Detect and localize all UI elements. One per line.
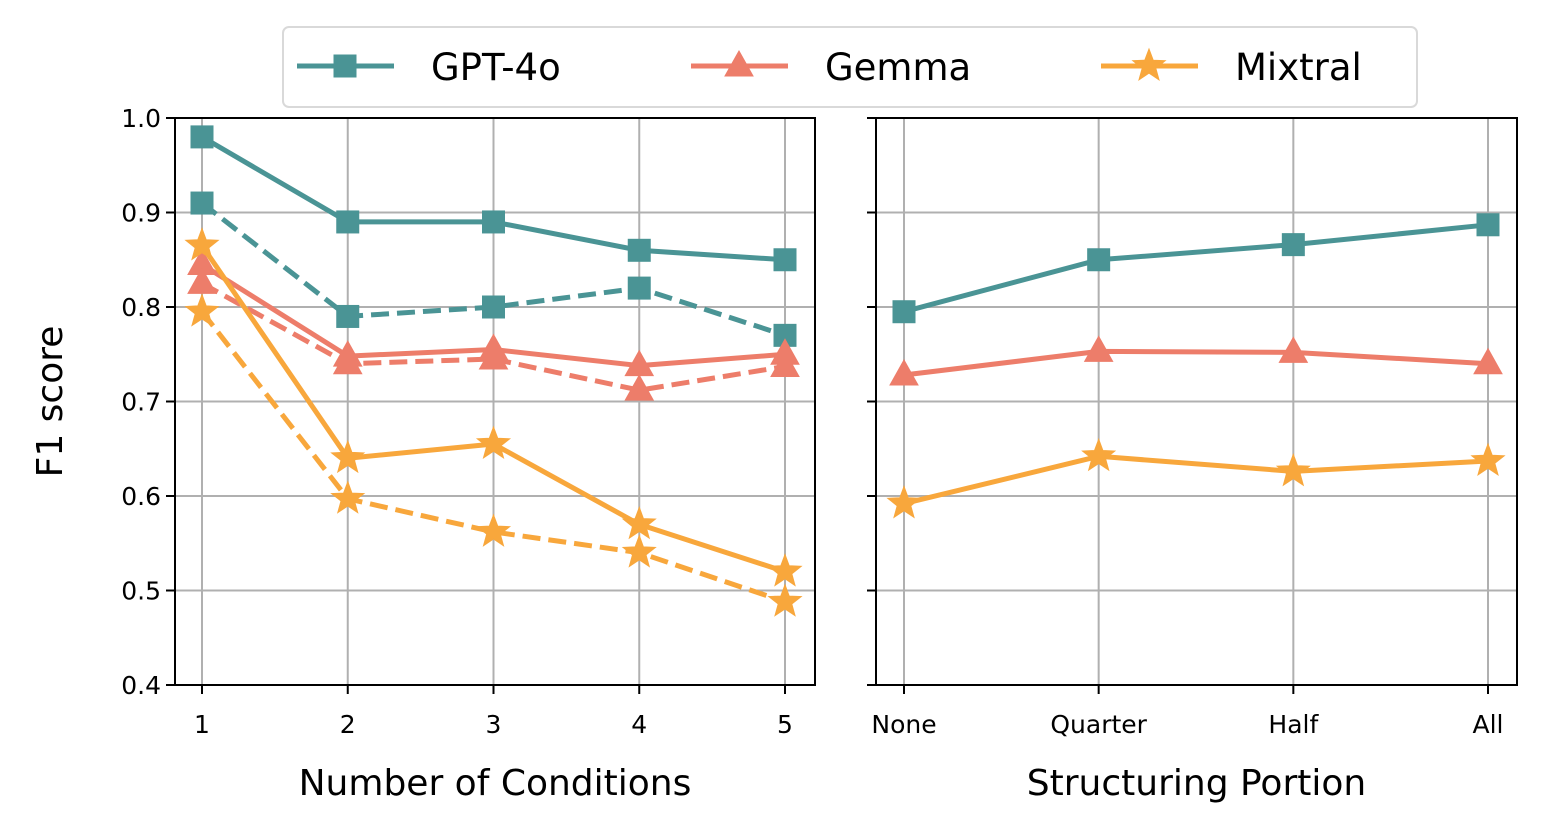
data-point-mixtral: [475, 425, 512, 459]
data-point-gpt-4o: [627, 276, 651, 300]
legend-label-mixtral: Mixtral: [1235, 46, 1362, 89]
x-tick-label: 5: [777, 710, 793, 739]
data-point-mixtral: [475, 513, 512, 547]
axes-layer: 0.4 0.5 0.6 0.7 0.8 0.9 1.0 1 2 3 4 5 Number of Cond…: [30, 104, 1518, 804]
legend-marker-mixtral: [1131, 47, 1167, 81]
data-point-mixtral: [886, 485, 922, 519]
x-tick-label: Half: [1268, 710, 1319, 739]
data-point-mixtral: [621, 505, 657, 540]
data-point-gemma: [478, 342, 509, 370]
series-line-mixtral-dashed: [200, 310, 786, 605]
data-point-mixtral: [621, 534, 657, 568]
data-point-gpt-4o: [336, 304, 360, 328]
x-tick-label: None: [871, 710, 936, 739]
data-point-gpt-4o: [1281, 233, 1305, 257]
y-tick-label: 0.8: [121, 293, 161, 322]
x-axis-label: Structuring Portion: [1027, 763, 1366, 804]
data-point-mixtral: [330, 480, 366, 514]
y-tick-label: 0.9: [121, 199, 161, 228]
data-point-mixtral: [767, 553, 803, 587]
legend-label-gpt-4o: GPT-4o: [431, 46, 561, 89]
x-tick-label: 4: [631, 710, 647, 739]
data-point-gemma: [1083, 335, 1114, 362]
data-point-gpt-4o: [190, 125, 214, 149]
data-point-gemma: [889, 359, 919, 386]
legend-marker-gpt-4o: [333, 54, 357, 78]
y-tick-label: 0.7: [121, 388, 161, 417]
data-point-gpt-4o: [1476, 213, 1500, 237]
legend-box: [282, 26, 1418, 108]
legend: GPT-4o Gemma Mixtral: [282, 26, 1418, 108]
data-point-gemma: [624, 374, 655, 401]
legend-label-gemma: Gemma: [825, 46, 971, 89]
data-point-gemma: [1473, 347, 1503, 375]
series-line-gemma-solid: [903, 348, 1489, 378]
data-point-mixtral: [184, 227, 220, 261]
data-point-gemma: [332, 347, 363, 375]
y-tick-label: 1.0: [121, 104, 161, 133]
data-point-mixtral: [1275, 452, 1311, 487]
legend-marker-gemma: [724, 49, 754, 77]
data-point-mixtral: [1081, 437, 1117, 472]
y-tick-label: 0.5: [121, 577, 161, 606]
data-point-gpt-4o: [336, 210, 360, 234]
series-line-gpt-4o-solid: [903, 222, 1489, 315]
series-line-gpt-4o-dashed: [200, 201, 786, 338]
y-axis-label: F1 score: [30, 326, 71, 478]
data-point-gpt-4o: [773, 248, 797, 272]
x-axis-label: Number of Conditions: [299, 763, 692, 804]
data-point-gpt-4o: [1087, 248, 1111, 272]
x-tick-label: 3: [486, 710, 502, 739]
data-point-gpt-4o: [190, 191, 214, 215]
series-layer: [184, 125, 1506, 617]
x-tick-label: 1: [194, 710, 210, 739]
data-point-gemma: [1278, 336, 1309, 363]
y-tick-label: 0.4: [121, 671, 161, 700]
data-point-mixtral: [184, 293, 220, 327]
data-point-gpt-4o: [627, 238, 651, 262]
y-tick-label: 0.6: [121, 482, 161, 511]
data-point-gemma: [770, 350, 800, 378]
data-point-gpt-4o: [482, 210, 505, 234]
data-point-mixtral: [767, 583, 803, 617]
data-point-gpt-4o: [482, 295, 505, 319]
grid-layer: [175, 117, 1517, 686]
x-tick-label: 2: [340, 710, 356, 739]
data-point-mixtral: [1470, 442, 1506, 476]
series-line-mixtral-solid: [903, 453, 1489, 507]
x-tick-label: All: [1473, 710, 1504, 739]
data-point-mixtral: [330, 439, 366, 474]
x-tick-label: Quarter: [1050, 710, 1147, 739]
data-point-gpt-4o: [892, 300, 916, 324]
